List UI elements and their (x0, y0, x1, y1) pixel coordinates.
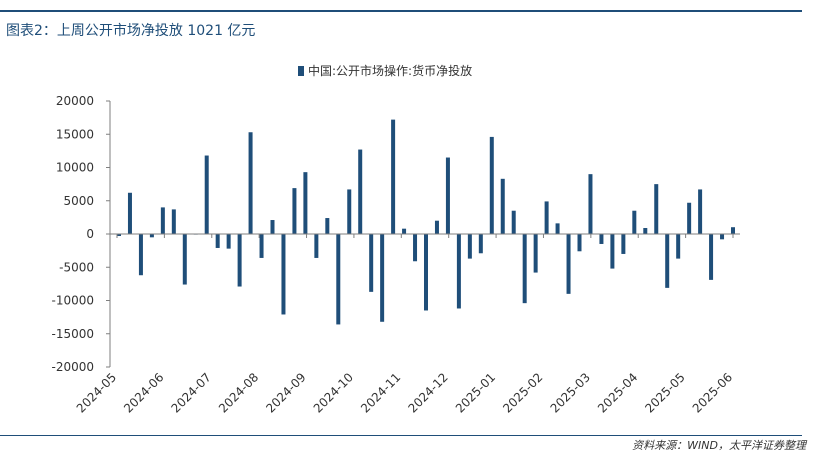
bar (281, 234, 286, 315)
bar (182, 234, 187, 285)
x-tick-label: 2025-01 (453, 370, 498, 415)
y-tick-label: -10000 (51, 294, 94, 308)
x-tick-label: 2025-03 (548, 370, 593, 415)
chart-legend: 中国:公开市场操作:货币净投放 (298, 63, 472, 78)
bar (149, 234, 154, 238)
bar (347, 189, 352, 234)
x-tick-label: 2024-10 (311, 370, 356, 415)
x-tick-label: 2024-08 (216, 370, 261, 415)
bar (391, 119, 396, 234)
y-axis: 20000 15000 10000 5000 0 -5000 -10000 -15000 -20… (51, 94, 111, 374)
bar (577, 234, 582, 252)
bar (434, 220, 439, 234)
legend-swatch (298, 66, 304, 76)
bar (380, 234, 385, 322)
y-tick-label: -5000 (59, 260, 94, 274)
x-tick-label: 2024-05 (74, 370, 119, 415)
bar (292, 188, 297, 234)
bar (511, 210, 516, 234)
bar-series (117, 119, 735, 325)
y-tick-label: 15000 (56, 127, 94, 141)
bar (314, 234, 319, 258)
bar (358, 149, 363, 234)
bar (456, 234, 461, 309)
bar (588, 174, 593, 234)
x-tick-label: 2025-04 (595, 370, 640, 415)
bar (599, 234, 604, 244)
x-axis: 2024-05 2024-06 2024-07 2024-08 2024-09 2024-… (74, 233, 740, 416)
bar (248, 132, 253, 234)
x-tick-label: 2024-09 (263, 370, 308, 415)
bar (731, 227, 735, 234)
bar (610, 234, 615, 269)
bar (259, 234, 264, 258)
bar (709, 234, 714, 280)
footer-rule (0, 435, 802, 436)
bar (478, 234, 483, 254)
bar (467, 234, 472, 259)
bar (127, 192, 132, 234)
bar (566, 234, 571, 294)
x-tick-label: 2024-12 (405, 370, 450, 415)
bar (698, 189, 703, 234)
bar (303, 172, 308, 234)
bar (522, 234, 527, 304)
x-tick-label: 2024-06 (121, 370, 166, 415)
bar (445, 157, 450, 234)
bar (138, 234, 143, 276)
bar (643, 228, 648, 234)
bar (489, 136, 494, 234)
bar (500, 178, 505, 234)
y-tick-label: 20000 (56, 94, 94, 108)
bar (665, 234, 670, 288)
bar (676, 234, 681, 259)
bar (226, 234, 231, 249)
x-tick-label: 2025-06 (690, 370, 735, 415)
bar (632, 210, 637, 234)
title-rule (0, 10, 802, 12)
source-note: 资料来源：WIND，太平洋证券整理 (632, 439, 806, 452)
bar (171, 209, 176, 234)
y-tick-label: -15000 (51, 327, 94, 341)
bar (117, 234, 121, 236)
bar (424, 234, 428, 311)
legend-label: 中国:公开市场操作:货币净投放 (308, 63, 472, 78)
bar (413, 234, 418, 262)
bar (369, 234, 374, 292)
bar (325, 218, 330, 234)
figure-title: 图表2：上周公开市场净投放 1021 亿元 (6, 23, 256, 39)
y-tick-label: 0 (86, 227, 94, 241)
x-tick-label: 2024-11 (358, 370, 403, 415)
y-tick-label: -20000 (51, 360, 94, 374)
y-tick-label: 5000 (63, 194, 94, 208)
x-tick-label: 2025-05 (642, 370, 687, 415)
x-tick-label: 2025-02 (500, 370, 545, 415)
bar (621, 234, 626, 254)
bar (654, 184, 659, 235)
bar (687, 202, 692, 234)
bar (215, 234, 220, 248)
bar (237, 234, 242, 287)
bar (544, 201, 549, 234)
bar (270, 220, 275, 234)
bar (720, 234, 725, 240)
bar (402, 228, 407, 234)
y-tick-label: 10000 (56, 161, 94, 175)
x-tick-label: 2024-07 (169, 370, 214, 415)
bar (204, 155, 209, 234)
bar (160, 207, 165, 234)
bar (336, 234, 341, 325)
bar (555, 223, 560, 234)
bar (533, 234, 538, 273)
